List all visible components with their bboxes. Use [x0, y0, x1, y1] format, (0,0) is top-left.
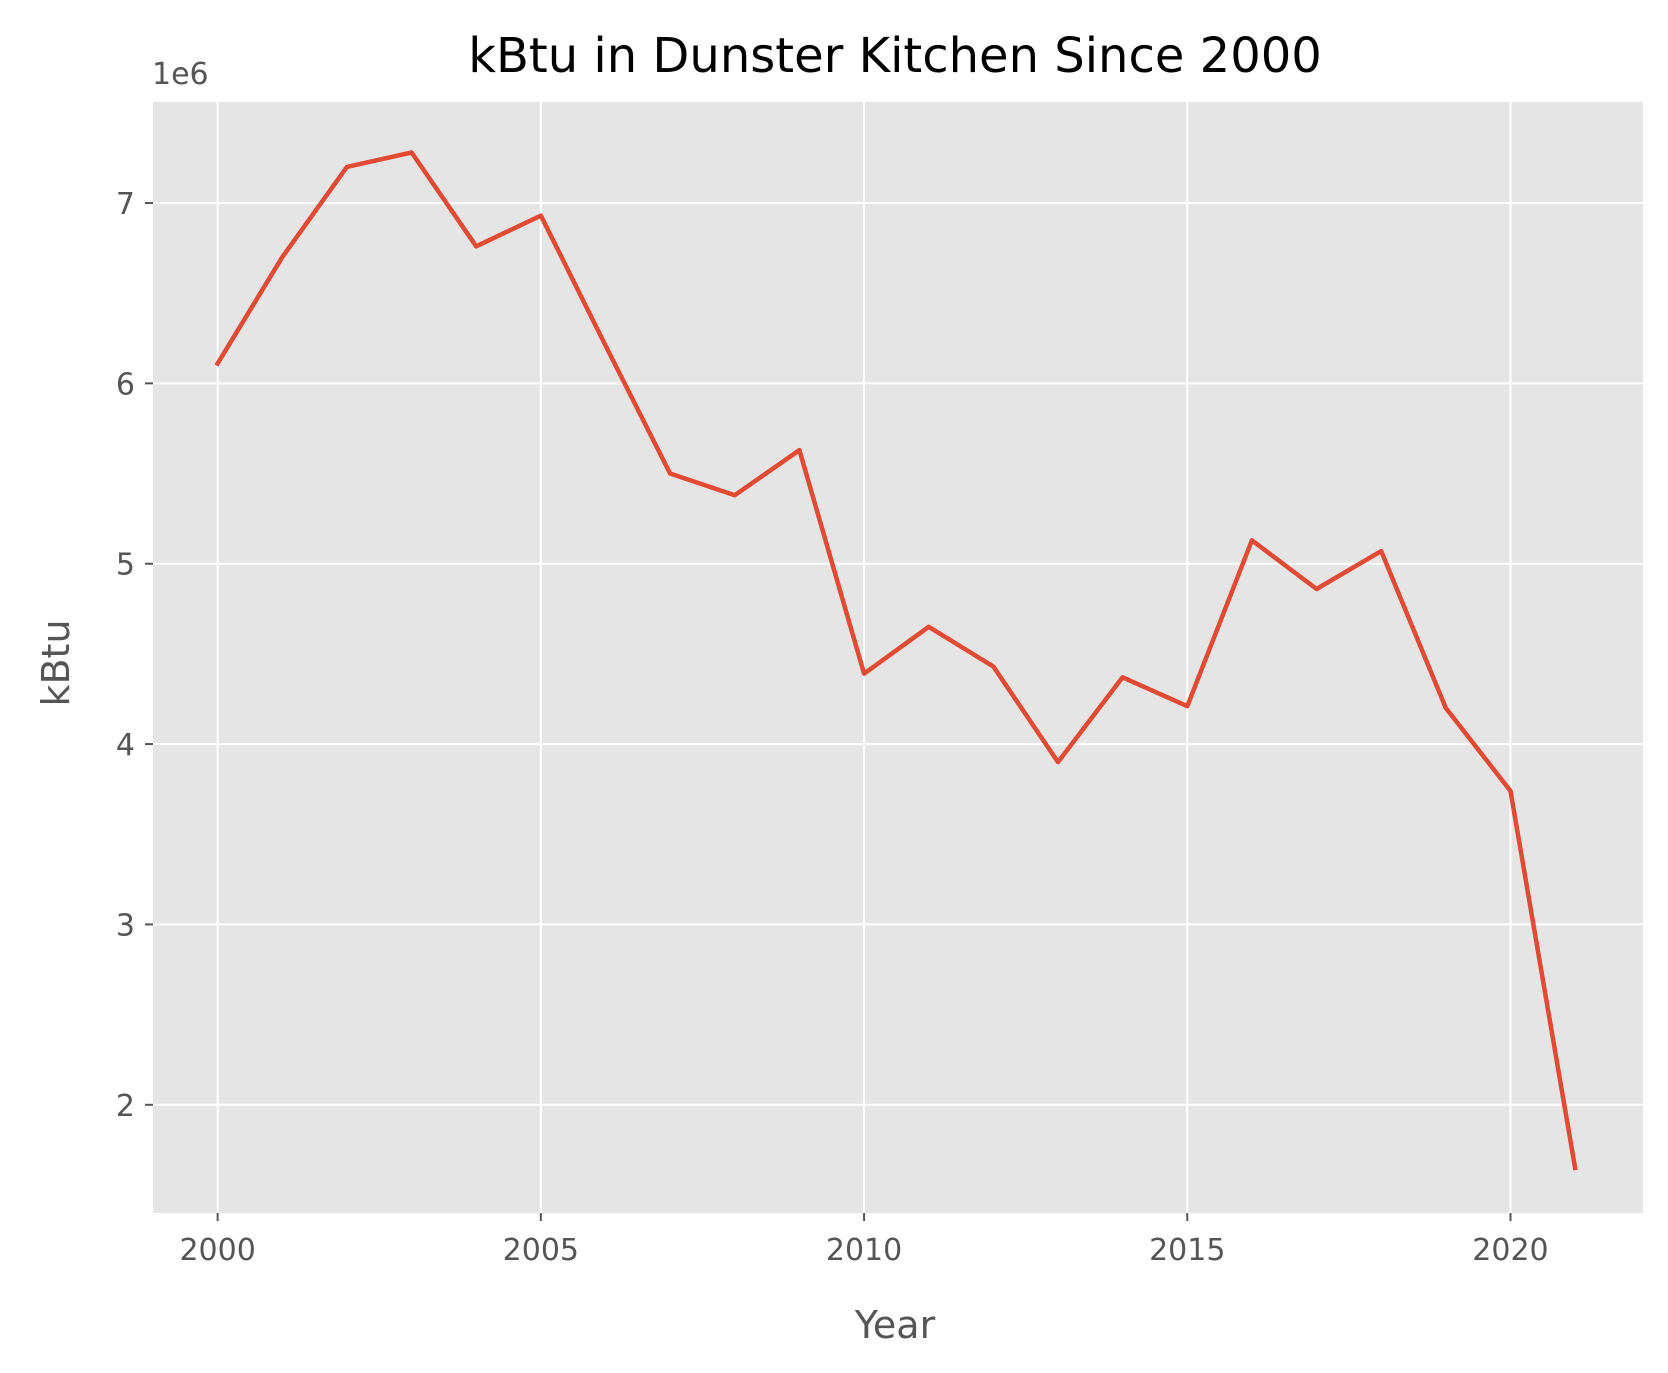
y-tick-label: 3	[116, 908, 135, 943]
y-axis: 2 3 4 5 6 7	[116, 187, 153, 1124]
y-tick-label: 5	[116, 548, 135, 583]
y-tick-label: 2	[116, 1089, 135, 1124]
x-tick-label: 2000	[179, 1233, 255, 1268]
series-group	[214, 150, 1578, 1171]
y-offset-label: 1e6	[152, 57, 209, 92]
x-tick-label: 2015	[1149, 1233, 1225, 1268]
x-tick-label: 2005	[503, 1233, 579, 1268]
series-line	[214, 150, 1578, 1171]
x-axis-label: Year	[854, 1303, 936, 1347]
y-tick-label: 7	[116, 187, 135, 222]
plot-area	[153, 102, 1643, 1213]
y-axis-label: kBtu	[34, 619, 78, 706]
y-tick-label: 4	[116, 728, 135, 763]
y-tick-label: 6	[116, 367, 135, 402]
x-axis: 2000 2005 2010 2015 2020	[179, 1213, 1549, 1268]
x-tick-label: 2010	[826, 1233, 902, 1268]
grid-lines	[153, 102, 1643, 1213]
x-tick-label: 2020	[1472, 1233, 1548, 1268]
chart-title: kBtu in Dunster Kitchen Since 2000	[468, 28, 1322, 84]
